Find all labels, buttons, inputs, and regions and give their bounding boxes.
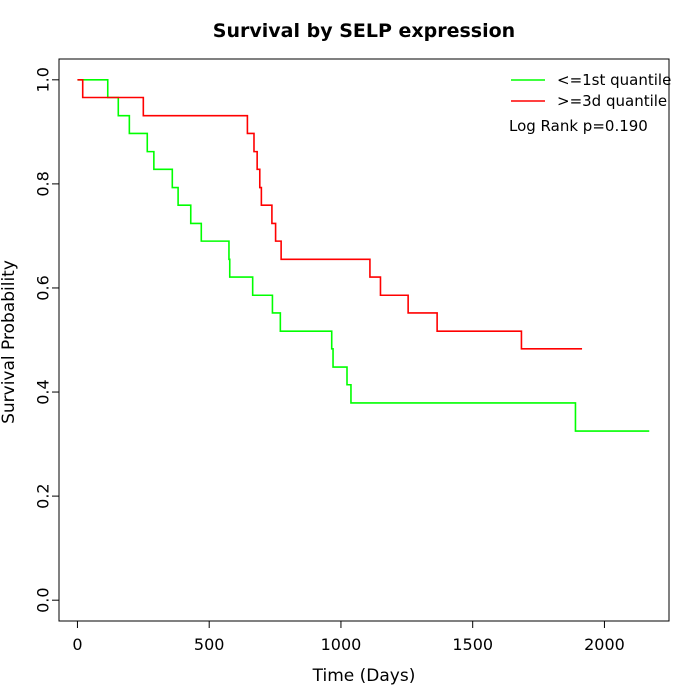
y-axis-label: Survival Probability	[0, 260, 19, 424]
y-axis: 0.0 0.2 0.4 0.6 0.8 1.0	[34, 67, 60, 613]
x-axis: 0 500 1000 1500 2000	[72, 620, 625, 654]
x-tick-label: 2000	[584, 635, 625, 654]
y-tick-label: 1.0	[34, 67, 53, 92]
series-layer	[77, 79, 650, 432]
series-line-1	[77, 79, 650, 432]
y-tick-label: 0.2	[34, 483, 53, 508]
x-tick-label: 500	[194, 635, 225, 654]
y-tick-label: 0.8	[34, 171, 53, 196]
plot-frame	[58, 58, 670, 622]
y-tick-label: 0.0	[34, 587, 53, 612]
log-rank-annotation: Log Rank p=0.190	[509, 117, 648, 135]
series-line-2	[77, 79, 583, 350]
legend-label-1: <=1st quantile	[557, 71, 671, 89]
y-tick-label: 0.4	[34, 379, 53, 404]
x-tick-label: 1500	[452, 635, 493, 654]
x-tick-label: 0	[72, 635, 82, 654]
legend-label-2: >=3d quantile	[557, 92, 667, 110]
legend: <=1st quantile >=3d quantile	[511, 71, 671, 110]
x-tick-label: 1000	[321, 635, 362, 654]
chart-title: Survival by SELP expression	[213, 20, 515, 42]
x-axis-label: Time (Days)	[312, 666, 416, 686]
y-tick-label: 0.6	[34, 275, 53, 300]
